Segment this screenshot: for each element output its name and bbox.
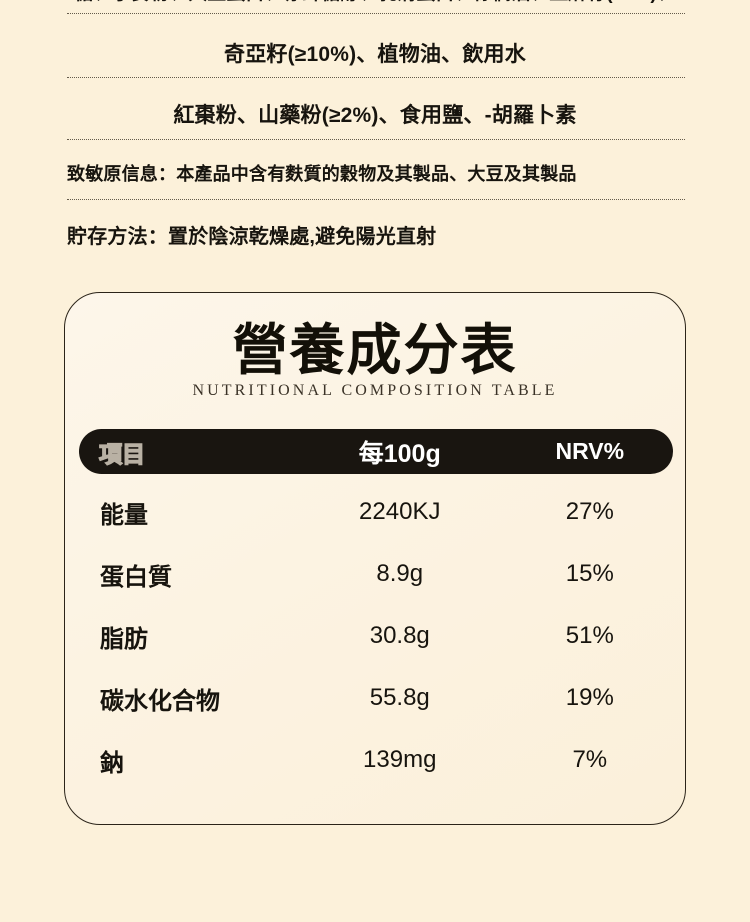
nutrition-table-row: 蛋白質 8.9g 15% <box>79 543 673 605</box>
ingredients-line-3: 紅棗粉、山藥粉(≥2%)、食用鹽、-胡羅卜素 <box>173 104 577 127</box>
nutrient-nrv: 15% <box>565 560 614 587</box>
clipped-ingredient-line: 糖、小麥粉、大豆蛋白、赤藓糖醇、乳清蛋白、棕櫚油、亞麻籽(≥5%)、 <box>0 0 750 5</box>
nutrition-table-row: 鈉 139mg 7% <box>79 729 673 791</box>
nutrient-label: 能量 <box>100 501 148 529</box>
nutrition-table-row: 脂肪 30.8g 51% <box>79 605 673 667</box>
column-header-nrv: NRV% <box>555 438 625 464</box>
nutrient-value: 139mg <box>363 746 437 773</box>
column-header-per-100g: 每100g <box>358 439 441 468</box>
ingredients-line-2: 奇亞籽(≥10%)、植物油、飲用水 <box>224 43 526 66</box>
nutrient-value: 2240KJ <box>359 498 441 525</box>
nutrient-nrv: 7% <box>572 746 608 773</box>
nutrient-value: 30.8g <box>369 622 430 649</box>
allergen-info: 致敏原信息：本產品中含有麩質的穀物及其製品、大豆及其製品 <box>67 164 577 184</box>
nutrient-nrv: 51% <box>565 622 614 649</box>
nutrient-nrv: 19% <box>565 684 614 711</box>
nutrient-label: 脂肪 <box>100 625 148 653</box>
divider-1 <box>67 13 685 14</box>
nutrition-composition-card: 營養成分表 NUTRITIONAL COMPOSITION TABLE 項目 每… <box>64 292 686 825</box>
storage-method: 貯存方法：置於陰涼乾燥處,避免陽光直射 <box>67 226 437 248</box>
nutrition-table-body: 能量 2240KJ 27% 蛋白質 8.9g 15% 脂肪 30.8g 51% 碳水化合物 55.8… <box>79 481 673 791</box>
nutrient-label: 碳水化合物 <box>100 687 220 715</box>
nutrient-label: 鈉 <box>100 749 124 777</box>
nutrient-nrv: 27% <box>565 498 614 525</box>
nutrition-table-subtitle: NUTRITIONAL COMPOSITION TABLE <box>192 382 558 400</box>
divider-3 <box>67 139 685 140</box>
nutrition-table-header-row: 項目 每100g NRV% <box>79 429 673 474</box>
nutrition-table-row: 碳水化合物 55.8g 19% <box>79 667 673 729</box>
nutrient-value: 55.8g <box>369 684 430 711</box>
nutrition-table-title: 營養成分表 <box>232 319 518 381</box>
nutrient-label: 蛋白質 <box>100 563 172 591</box>
nutrient-value: 8.9g <box>376 560 424 587</box>
divider-4 <box>67 199 685 200</box>
divider-2 <box>67 77 685 78</box>
nutrition-table-row: 能量 2240KJ 27% <box>79 481 673 543</box>
column-header-item: 項目 <box>98 440 145 467</box>
